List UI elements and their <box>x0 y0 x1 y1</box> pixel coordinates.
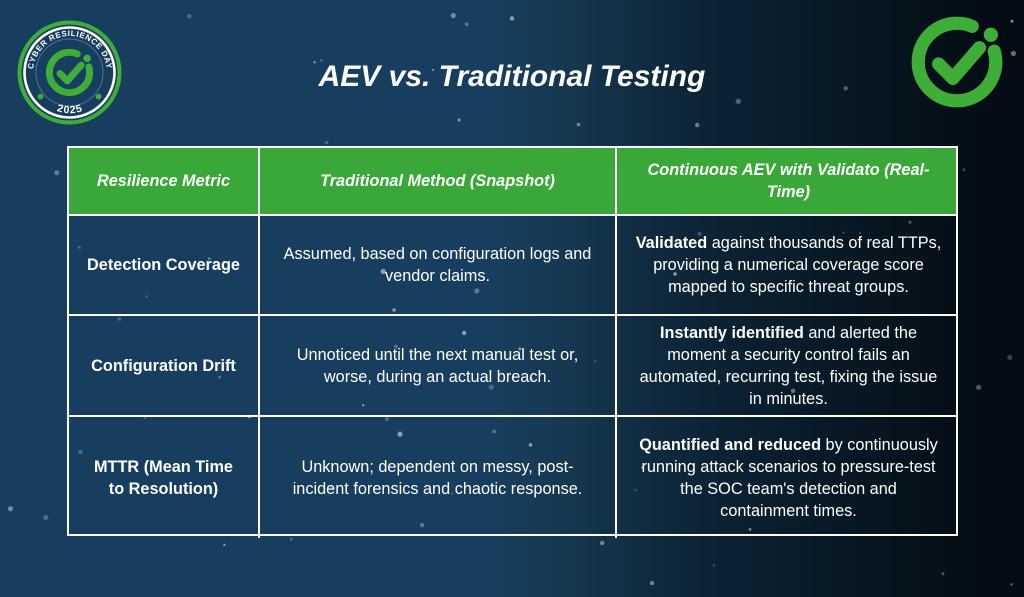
svg-text:2025: 2025 <box>56 102 85 116</box>
